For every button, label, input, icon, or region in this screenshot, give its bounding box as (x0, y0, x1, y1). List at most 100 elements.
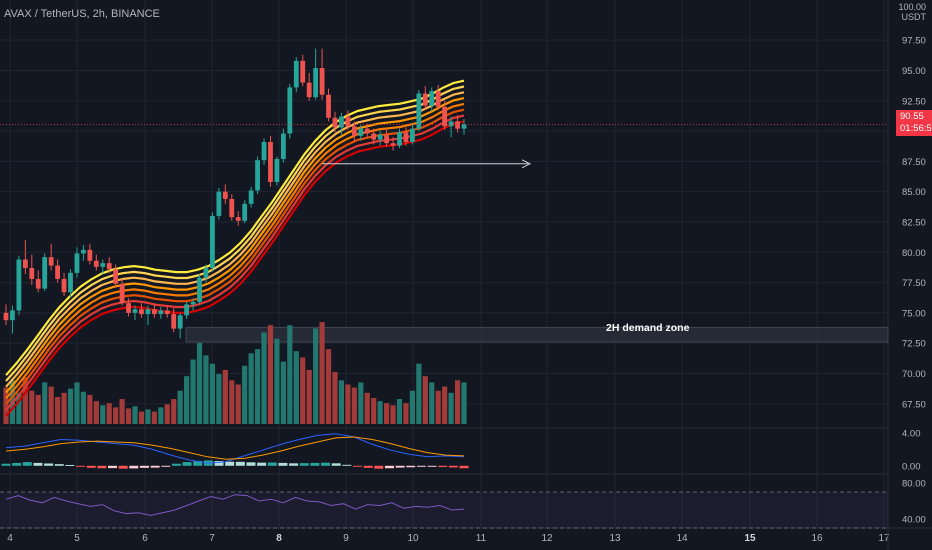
macd-histogram-bar (171, 463, 181, 466)
ma-ribbon-line (5, 97, 465, 394)
volume-bar (461, 382, 467, 424)
macd-histogram-bar (150, 465, 160, 468)
candle-body (255, 160, 260, 191)
candle-body (268, 141, 273, 182)
volume-bar (377, 401, 383, 424)
volume-bar (383, 403, 390, 424)
ma-ribbon-line (5, 85, 465, 382)
volume-bar (48, 386, 54, 424)
macd-histogram-bar (384, 465, 394, 469)
candle-body (68, 272, 73, 293)
macd-histogram-bar (161, 465, 171, 467)
volume-bar (184, 376, 190, 424)
y-tick-label: 95.00 (902, 66, 926, 77)
rsi-band (0, 492, 888, 528)
axis-unit: 100.00 USDT (898, 2, 926, 22)
volume-bar (448, 392, 454, 424)
volume-bar (422, 376, 428, 424)
candle-body (171, 314, 177, 329)
candle-body (100, 263, 106, 267)
candle-body (235, 217, 241, 221)
volume-bar (254, 349, 261, 424)
candle-body (397, 132, 402, 146)
macd-histogram-bar (129, 465, 139, 469)
y-tick-label: 97.50 (902, 36, 926, 47)
candle-body (332, 117, 338, 128)
candle-body (455, 121, 460, 129)
volume-bar (216, 374, 222, 424)
rsi-line (5, 494, 465, 516)
macd-histogram-bar (118, 465, 128, 469)
candle-body (42, 257, 48, 289)
volume-bar (164, 404, 170, 424)
volume-bar (396, 399, 403, 424)
candle-body (358, 128, 364, 136)
candle-body (119, 283, 125, 304)
macd-histogram-bar (278, 462, 288, 466)
candle-body (151, 309, 157, 315)
macd-histogram-bar (448, 465, 458, 468)
candle-body (287, 87, 293, 134)
x-tick-label: 13 (609, 533, 621, 544)
volume-bar (274, 338, 280, 424)
macd-histogram-bar (374, 465, 384, 469)
demand-zone-label: 2H demand zone (606, 322, 690, 334)
volume-bar (416, 363, 422, 424)
x-tick-label: 12 (541, 533, 553, 544)
volume-bar (209, 363, 216, 424)
candle-body (184, 304, 190, 316)
candle-body (74, 253, 80, 273)
x-tick-label: 17 (878, 533, 890, 544)
candle-body (106, 263, 112, 270)
volume-bar (429, 382, 435, 424)
candle-body (210, 215, 215, 269)
macd-histogram-bar (395, 465, 405, 468)
candle-body (293, 60, 299, 88)
demand-zone (185, 326, 889, 343)
volume-bar (190, 359, 196, 424)
volume-bar (261, 332, 267, 424)
ma-ribbon-line (5, 79, 465, 376)
x-tick-label: 7 (209, 533, 215, 544)
volume-bar (3, 387, 9, 424)
candle-body (126, 303, 131, 313)
candle-body (429, 91, 435, 106)
volume-bar (203, 355, 209, 424)
candle-body (61, 278, 67, 293)
candle-body (22, 259, 28, 269)
candle-body (29, 268, 35, 279)
volume-bar (138, 411, 145, 424)
bar-countdown: 01:56:52 (900, 123, 932, 134)
macd-histogram-bar (310, 462, 320, 466)
macd-histogram-bar (289, 463, 299, 466)
macd-histogram-bar (299, 463, 309, 466)
candle-body (55, 265, 61, 279)
ma-ribbon-line (5, 108, 465, 405)
macd-histogram-bar (1, 463, 11, 466)
candle-body (177, 315, 183, 329)
volume-bar (55, 396, 61, 424)
candle-body (222, 191, 228, 199)
candle-body (339, 116, 344, 128)
candle-body (16, 259, 22, 311)
axis-unit-top: 100.00 (898, 2, 926, 12)
x-tick-label: 5 (74, 533, 80, 544)
candle-body (319, 68, 325, 95)
ma-ribbon-line (5, 120, 465, 417)
candle-body (409, 128, 415, 142)
volume-bar (87, 394, 93, 424)
macd-histogram-bar (427, 465, 437, 467)
volume-bar (371, 398, 377, 424)
volume-bar (119, 399, 125, 424)
volume-bar (67, 388, 74, 424)
volume-bar (80, 391, 87, 424)
candle-body (113, 269, 119, 284)
candle-body (158, 310, 164, 315)
volume-bar (100, 405, 106, 424)
macd-tick-label: 0.00 (902, 461, 921, 472)
macd-histogram-bar (459, 465, 469, 469)
candle-body (35, 278, 41, 289)
candle-body (448, 121, 454, 127)
macd-histogram-bar (235, 461, 245, 466)
